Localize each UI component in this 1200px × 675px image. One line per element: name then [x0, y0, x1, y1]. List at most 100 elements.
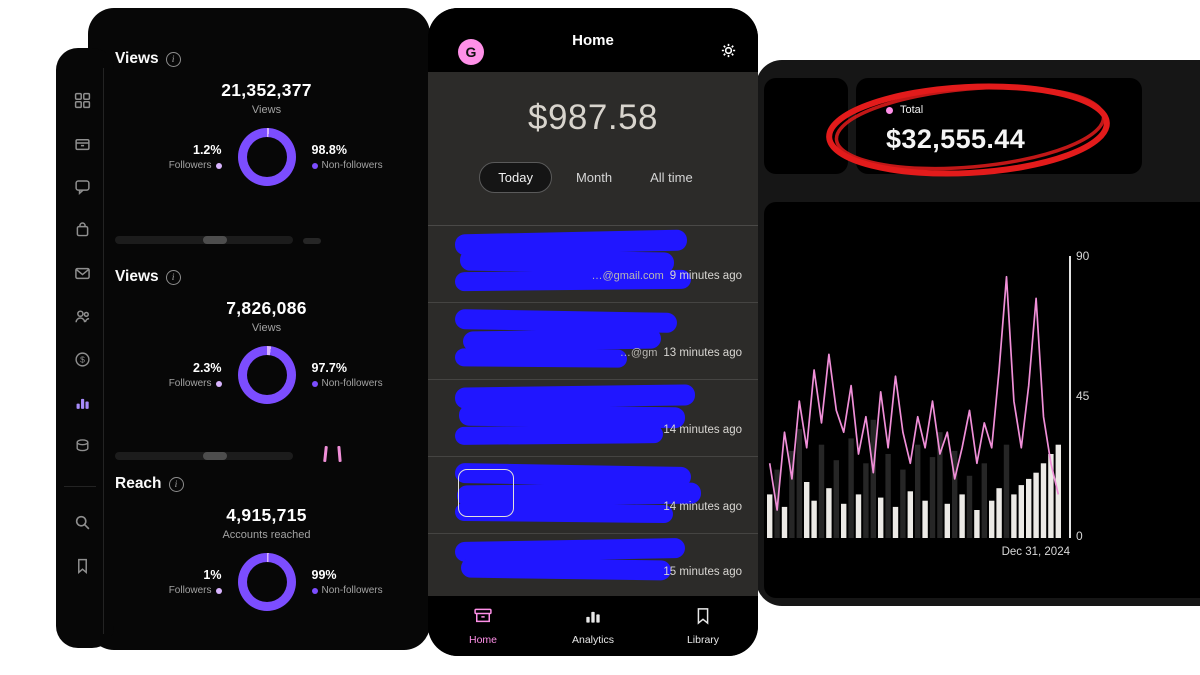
redacted-scribble [454, 229, 693, 294]
activity-fragment: …@gm [619, 347, 658, 359]
redacted-scribble [454, 384, 696, 448]
library-icon [693, 606, 713, 631]
activity-timestamp: 15 minutes ago [663, 566, 742, 578]
reach-donut-chart [237, 553, 296, 611]
thumbnail-outline [458, 469, 514, 517]
followers-stat: 1.2% Followers [168, 143, 222, 171]
search-icon[interactable] [74, 514, 91, 531]
activity-list: …@gmail.com 9 minutes ago …@gm 13 minutes … [428, 225, 758, 596]
svg-text:$: $ [80, 355, 85, 365]
followers-stat: 1% Followers [168, 568, 222, 596]
analytics-icon [583, 606, 603, 631]
insights-section-views-2: Views i 7,826,086 Views 2.3% Followers 9… [115, 268, 418, 404]
y-axis-tick: 45 [1076, 389, 1090, 403]
instagram-insights-panel: $ Views i 21,352,377 Views 1.2% Follower… [56, 8, 430, 650]
y-axis-tick: 90 [1076, 249, 1090, 263]
followers-dot [215, 380, 222, 387]
views-count-label: Views [251, 104, 282, 116]
views-donut-chart [237, 128, 296, 186]
followers-stat: 2.3% Followers [168, 361, 222, 389]
grid-icon[interactable] [74, 92, 91, 109]
scrollbar-fragment [303, 238, 321, 244]
non-followers-stat: 98.8% Non-followers [311, 143, 383, 171]
non-followers-stat: 99% Non-followers [311, 568, 383, 596]
scrollbar-thumb[interactable] [203, 452, 227, 460]
app-body: $987.58 Today Month All time …@gmail.com… [428, 72, 758, 596]
section-title: Reach [115, 475, 162, 492]
archive-box-icon[interactable] [74, 135, 91, 152]
revenue-chart-card: 90 45 0 Dec 31, 2024 [764, 202, 1200, 598]
activity-list-item[interactable]: …@gm 13 minutes ago [428, 303, 758, 380]
revenue-dashboard-panel: Total $32,555.44 90 45 0 Dec 31, 2024 [756, 60, 1200, 606]
activity-timestamp: 14 minutes ago [663, 501, 742, 513]
time-filter-tabs: Today Month All time [428, 162, 758, 193]
bar-chart-icon[interactable] [74, 394, 91, 411]
bottom-navigation: Home Analytics Library [428, 596, 758, 656]
non-followers-dot [311, 380, 318, 387]
home-icon [473, 606, 493, 631]
sidebar-separator [64, 486, 96, 487]
sidebar-divider [103, 68, 104, 634]
reach-count: 4,915,715 [226, 505, 307, 525]
partial-stat-card [764, 78, 848, 174]
x-axis-date-label: Dec 31, 2024 [1001, 546, 1070, 558]
total-revenue-card: Total $32,555.44 [856, 78, 1142, 174]
bookmark-icon[interactable] [74, 557, 91, 574]
activity-list-item[interactable]: 15 minutes ago [428, 534, 758, 596]
info-icon[interactable]: i [165, 51, 181, 67]
section-title: Views [115, 268, 159, 285]
redacted-scribble [454, 309, 693, 371]
activity-fragment: …@gmail.com [591, 270, 664, 282]
activity-timestamp: 9 minutes ago [669, 270, 742, 282]
insights-section-views-1: Views i 21,352,377 Views 1.2% Followers … [115, 50, 418, 186]
nav-home[interactable]: Home [428, 596, 538, 656]
activity-list-item[interactable]: …@gmail.com 9 minutes ago [428, 226, 758, 303]
views-count-label: Views [251, 322, 282, 334]
horizontal-scrollbar[interactable] [115, 452, 293, 460]
activity-timestamp: 13 minutes ago [663, 347, 742, 359]
info-icon[interactable]: i [165, 269, 181, 285]
followers-dot [215, 162, 222, 169]
activity-list-item[interactable]: 14 minutes ago [428, 457, 758, 534]
coins-icon[interactable] [74, 437, 91, 454]
dollar-circle-icon[interactable]: $ [74, 351, 91, 368]
page-title: Home [572, 32, 614, 49]
insights-background [88, 8, 430, 650]
tab-today[interactable]: Today [479, 162, 552, 193]
insights-section-reach: Reach i 4,915,715 Accounts reached 1% Fo… [115, 475, 418, 611]
sidebar-background [56, 48, 114, 648]
nav-analytics[interactable]: Analytics [538, 596, 648, 656]
gear-icon[interactable] [719, 41, 738, 65]
non-followers-dot [311, 162, 318, 169]
views-count: 7,826,086 [226, 298, 307, 318]
tab-all-time[interactable]: All time [650, 170, 693, 185]
app-logo[interactable]: G [458, 39, 484, 65]
total-legend-dot [886, 106, 893, 114]
followers-dot [215, 587, 222, 594]
info-icon[interactable]: i [168, 476, 184, 492]
chat-icon[interactable] [74, 178, 91, 195]
views-donut-chart [237, 346, 296, 404]
horizontal-scrollbar[interactable] [115, 236, 293, 244]
reach-count-label: Accounts reached [222, 529, 311, 541]
mail-icon[interactable] [74, 265, 91, 282]
balance-amount: $987.58 [527, 98, 659, 137]
total-label: Total [900, 104, 924, 116]
non-followers-dot [311, 587, 318, 594]
nav-library[interactable]: Library [648, 596, 758, 656]
activity-timestamp: 14 minutes ago [663, 424, 742, 436]
total-value: $32,555.44 [886, 124, 1026, 154]
activity-list-item[interactable]: 14 minutes ago [428, 380, 758, 457]
app-header: G Home [428, 8, 758, 72]
revenue-chart [767, 256, 1071, 538]
y-axis-tick: 0 [1076, 529, 1083, 543]
section-title: Views [115, 50, 159, 67]
people-icon[interactable] [74, 308, 91, 325]
non-followers-stat: 97.7% Non-followers [311, 361, 383, 389]
scrollbar-thumb[interactable] [203, 236, 227, 244]
shopping-bag-icon[interactable] [74, 221, 91, 238]
mobile-app-window: G Home $987.58 Today Month All time [428, 8, 758, 656]
views-count: 21,352,377 [221, 80, 312, 100]
tab-month[interactable]: Month [575, 170, 613, 185]
